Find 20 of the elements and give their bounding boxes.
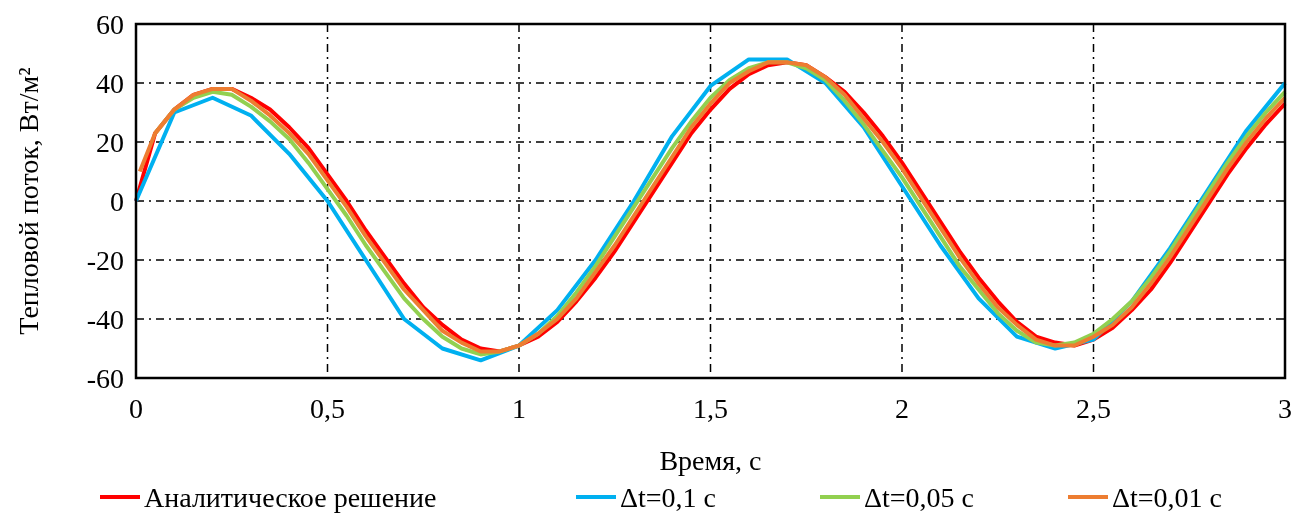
y-tick-label: -60 — [86, 363, 124, 394]
legend-label: Δt=0,05 с — [864, 482, 975, 513]
y-tick-label: 40 — [96, 68, 124, 99]
x-tick-label: 0,5 — [310, 393, 345, 424]
y-tick-label: 0 — [110, 186, 124, 217]
x-tick-label: 2,5 — [1076, 393, 1111, 424]
x-axis-title: Время, с — [659, 445, 762, 476]
y-tick-label: -20 — [86, 245, 124, 276]
y-tick-label: 60 — [96, 9, 124, 40]
y-axis-title: Тепловой поток, Вт/м² — [13, 67, 44, 335]
legend-label: Δt=0,1 с — [620, 482, 717, 513]
legend-label: Аналитическое решение — [144, 482, 437, 513]
y-tick-label: -40 — [86, 304, 124, 335]
x-tick-label: 1 — [512, 393, 526, 424]
legend-label: Δt=0,01 с — [1112, 482, 1223, 513]
x-tick-label: 2 — [895, 393, 909, 424]
y-tick-label: 20 — [96, 127, 124, 158]
x-tick-label: 0 — [129, 393, 143, 424]
x-tick-label: 1,5 — [693, 393, 728, 424]
x-tick-label: 3 — [1278, 393, 1292, 424]
